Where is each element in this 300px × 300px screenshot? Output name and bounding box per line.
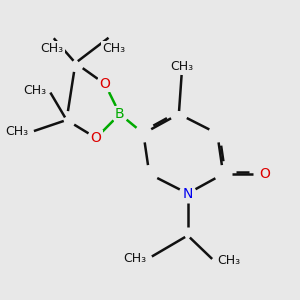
Text: B: B bbox=[115, 107, 124, 121]
Text: CH₃: CH₃ bbox=[170, 59, 194, 73]
Text: CH₃: CH₃ bbox=[23, 83, 46, 97]
Text: N: N bbox=[182, 187, 193, 200]
Text: CH₃: CH₃ bbox=[40, 42, 63, 55]
Text: CH₃: CH₃ bbox=[102, 42, 125, 55]
Text: CH₃: CH₃ bbox=[217, 254, 240, 268]
Text: O: O bbox=[91, 131, 102, 145]
Text: O: O bbox=[100, 77, 110, 91]
Text: CH₃: CH₃ bbox=[123, 251, 146, 265]
Text: CH₃: CH₃ bbox=[5, 125, 28, 139]
Text: O: O bbox=[259, 167, 270, 181]
